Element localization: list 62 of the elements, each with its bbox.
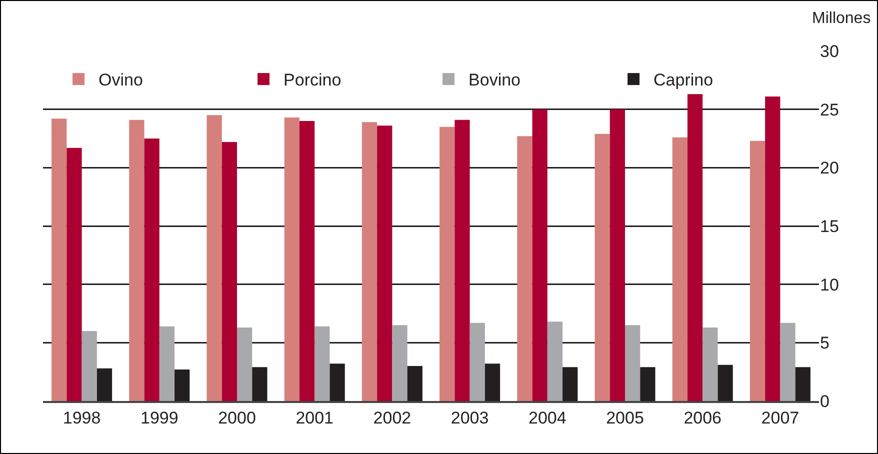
bar bbox=[765, 96, 780, 401]
bar bbox=[610, 109, 625, 401]
bar bbox=[330, 364, 345, 401]
bar bbox=[672, 137, 688, 401]
bar bbox=[470, 322, 485, 401]
bar bbox=[640, 367, 656, 401]
y-tick-label: 20 bbox=[820, 158, 839, 178]
bar bbox=[222, 142, 237, 401]
bar bbox=[484, 364, 500, 401]
x-tick-label: 2006 bbox=[684, 408, 722, 428]
bar bbox=[718, 364, 733, 401]
y-tick-label: 0 bbox=[820, 392, 830, 411]
bar bbox=[594, 134, 610, 401]
y-tick-label: 10 bbox=[820, 275, 839, 294]
bar bbox=[252, 367, 268, 401]
y-axis-title: Millones bbox=[812, 10, 871, 27]
y-tick-label: 25 bbox=[820, 100, 839, 120]
x-tick-label: 2002 bbox=[373, 408, 412, 428]
x-tick-label: 2003 bbox=[450, 408, 489, 428]
bar bbox=[206, 115, 222, 401]
bar bbox=[362, 122, 378, 401]
bar bbox=[314, 326, 330, 401]
x-tick-label: 1999 bbox=[140, 408, 178, 428]
bar bbox=[625, 325, 640, 401]
legend-label: Bovino bbox=[468, 70, 521, 90]
bar bbox=[284, 118, 300, 401]
bar bbox=[52, 118, 67, 401]
bar bbox=[780, 322, 796, 401]
x-tick-label: 2004 bbox=[528, 408, 566, 428]
bar bbox=[517, 136, 532, 401]
bar bbox=[702, 328, 718, 401]
x-tick-label: 2005 bbox=[606, 408, 644, 428]
y-tick-label: 15 bbox=[820, 216, 839, 236]
bar bbox=[795, 367, 810, 401]
bar bbox=[159, 326, 175, 401]
x-tick-label: 1998 bbox=[62, 408, 101, 428]
bar bbox=[532, 109, 548, 401]
bar bbox=[129, 120, 144, 401]
bar bbox=[440, 126, 455, 401]
y-tick-label: 5 bbox=[820, 334, 830, 353]
legend-label: Porcino bbox=[284, 70, 342, 90]
bar bbox=[66, 148, 82, 401]
y-tick-label: 30 bbox=[820, 42, 839, 61]
bar bbox=[562, 367, 578, 401]
x-tick-label: 2001 bbox=[296, 408, 334, 428]
bar bbox=[377, 126, 392, 401]
bar bbox=[299, 121, 315, 401]
bar bbox=[82, 331, 97, 401]
bar bbox=[237, 328, 252, 401]
bar bbox=[96, 368, 112, 401]
x-tick-label: 2000 bbox=[218, 408, 256, 428]
bar bbox=[392, 325, 408, 401]
bar bbox=[687, 94, 703, 401]
legend-label: Caprino bbox=[654, 70, 714, 90]
bar bbox=[547, 322, 563, 401]
bar bbox=[407, 366, 422, 401]
bar bbox=[454, 120, 470, 401]
bar bbox=[750, 140, 766, 401]
x-tick-label: 2007 bbox=[761, 408, 800, 428]
legend-label: Ovino bbox=[98, 70, 143, 90]
bar bbox=[174, 370, 190, 401]
bar bbox=[144, 138, 160, 401]
